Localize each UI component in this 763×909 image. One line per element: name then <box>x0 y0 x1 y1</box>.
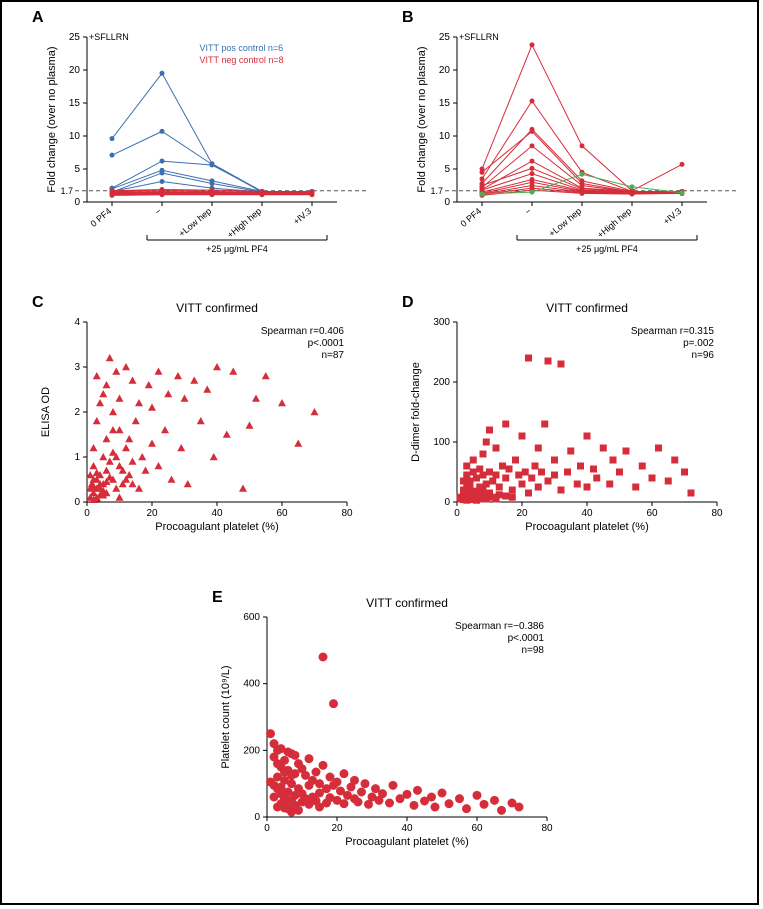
svg-text:20: 20 <box>439 65 451 76</box>
svg-text:−: − <box>523 206 533 217</box>
panel-label: C <box>32 294 44 311</box>
x-axis-label: Procoagulant platelet (%) <box>345 836 469 848</box>
stat-text: p<.0001 <box>508 633 545 644</box>
svg-text:40: 40 <box>401 823 413 834</box>
svg-text:100: 100 <box>433 437 450 448</box>
x-axis-label: Procoagulant platelet (%) <box>155 521 279 533</box>
stat-text: Spearman r=0.315 <box>631 326 715 337</box>
svg-text:+Low hep: +Low hep <box>177 206 214 239</box>
svg-text:1: 1 <box>74 452 80 463</box>
svg-text:80: 80 <box>711 508 723 519</box>
x-axis-label: Procoagulant platelet (%) <box>525 521 649 533</box>
svg-text:5: 5 <box>74 164 80 175</box>
panel-title: VITT confirmed <box>366 596 448 610</box>
svg-text:2: 2 <box>74 407 80 418</box>
annotation: +SFLLRN <box>459 32 499 42</box>
svg-text:0: 0 <box>444 197 450 208</box>
svg-text:40: 40 <box>211 508 223 519</box>
panel-label: E <box>212 589 223 606</box>
svg-text:0: 0 <box>264 823 270 834</box>
svg-text:+IV.3: +IV.3 <box>291 206 313 227</box>
svg-text:10: 10 <box>439 131 451 142</box>
svg-text:600: 600 <box>243 612 260 623</box>
svg-text:15: 15 <box>69 98 81 109</box>
x-bracket-label: +25 μg/mL PF4 <box>576 244 638 254</box>
y-axis-label: D-dimer fold-change <box>410 362 422 462</box>
svg-text:80: 80 <box>341 508 353 519</box>
panel-title: VITT confirmed <box>546 301 628 315</box>
y-axis-label: Fold change (over no plasma) <box>46 46 58 192</box>
svg-text:+High hep: +High hep <box>595 206 633 240</box>
svg-text:0 PF4: 0 PF4 <box>458 206 483 229</box>
svg-text:200: 200 <box>243 745 260 756</box>
stat-text: p<.0001 <box>308 338 345 349</box>
svg-text:25: 25 <box>69 32 81 43</box>
svg-text:60: 60 <box>646 508 658 519</box>
svg-text:400: 400 <box>243 679 260 690</box>
svg-text:60: 60 <box>276 508 288 519</box>
svg-text:0: 0 <box>74 197 80 208</box>
stat-text: Spearman r=0.406 <box>261 326 345 337</box>
svg-text:3: 3 <box>74 362 80 373</box>
panel-title: VITT confirmed <box>176 301 258 315</box>
svg-text:40: 40 <box>581 508 593 519</box>
stat-text: p=.002 <box>683 338 714 349</box>
y-axis-label: Fold change (over no plasma) <box>416 46 428 192</box>
svg-text:0: 0 <box>254 812 260 823</box>
svg-text:0: 0 <box>84 508 90 519</box>
svg-text:1.7: 1.7 <box>60 186 73 196</box>
svg-text:5: 5 <box>444 164 450 175</box>
svg-text:0: 0 <box>74 497 80 508</box>
svg-text:15: 15 <box>439 98 451 109</box>
figure-svg: A+SFLLRN0510152025Fold change (over no p… <box>2 2 757 903</box>
annotation: +SFLLRN <box>89 32 129 42</box>
svg-text:20: 20 <box>146 508 158 519</box>
figure-container: A+SFLLRN0510152025Fold change (over no p… <box>0 0 759 905</box>
svg-text:60: 60 <box>471 823 483 834</box>
panel-label: D <box>402 294 414 311</box>
panel-label: A <box>32 9 44 26</box>
svg-text:0 PF4: 0 PF4 <box>88 206 113 229</box>
svg-text:+High hep: +High hep <box>225 206 263 240</box>
y-axis-label: Platelet count (10⁹/L) <box>220 665 232 768</box>
legend-blue: VITT pos control n=6 <box>200 43 284 53</box>
svg-text:20: 20 <box>331 823 343 834</box>
svg-text:0: 0 <box>454 508 460 519</box>
stat-text: n=87 <box>321 350 344 361</box>
panel-label: B <box>402 9 414 26</box>
svg-text:80: 80 <box>541 823 553 834</box>
svg-text:200: 200 <box>433 377 450 388</box>
y-axis-label: ELISA OD <box>40 387 52 437</box>
svg-text:25: 25 <box>439 32 451 43</box>
svg-text:+IV.3: +IV.3 <box>661 206 683 227</box>
svg-text:−: − <box>153 206 163 217</box>
svg-text:10: 10 <box>69 131 81 142</box>
svg-text:20: 20 <box>516 508 528 519</box>
svg-text:+Low hep: +Low hep <box>547 206 584 239</box>
svg-text:4: 4 <box>74 317 80 328</box>
x-bracket-label: +25 μg/mL PF4 <box>206 244 268 254</box>
stat-text: n=96 <box>691 350 714 361</box>
stat-text: Spearman r=−0.386 <box>455 621 544 632</box>
svg-text:20: 20 <box>69 65 81 76</box>
legend-red: VITT neg control n=8 <box>200 55 284 65</box>
stat-text: n=98 <box>521 645 544 656</box>
svg-text:300: 300 <box>433 317 450 328</box>
svg-text:1.7: 1.7 <box>430 186 443 196</box>
svg-text:0: 0 <box>444 497 450 508</box>
